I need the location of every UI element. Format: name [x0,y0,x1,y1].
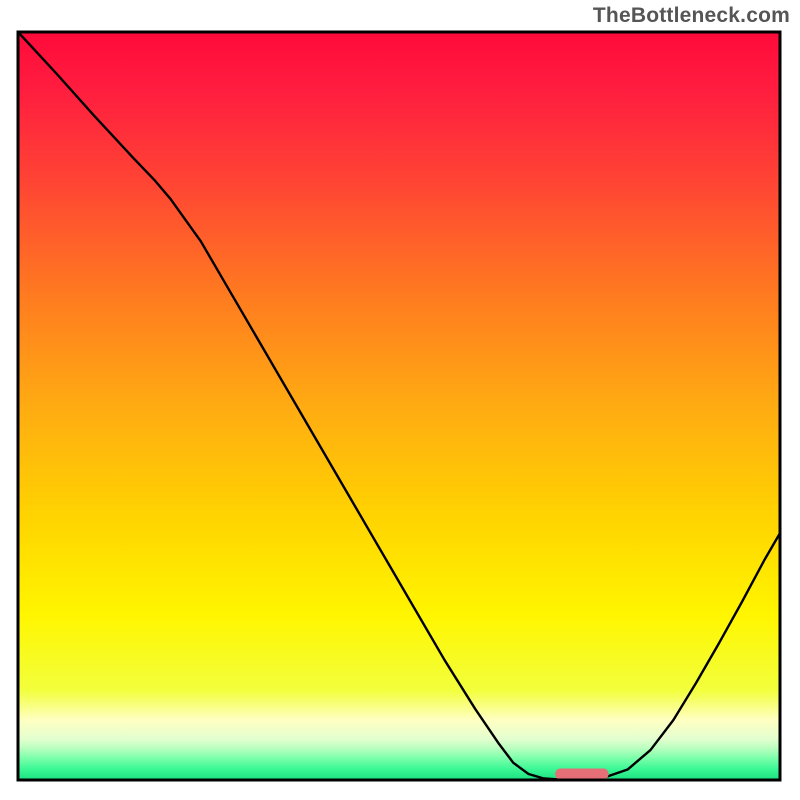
chart-container: TheBottleneck.com [0,0,800,800]
plot-area [18,32,780,780]
gradient-background [18,32,780,780]
bottleneck-chart [0,0,800,800]
optimum-highlight [555,769,608,780]
